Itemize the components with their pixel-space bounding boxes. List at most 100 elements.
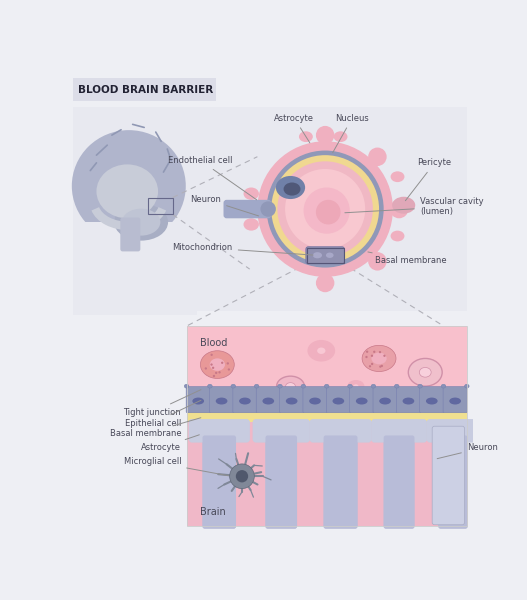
Ellipse shape — [72, 130, 186, 242]
Circle shape — [257, 141, 393, 277]
Bar — [187, 412, 467, 422]
FancyBboxPatch shape — [280, 386, 304, 413]
Ellipse shape — [96, 164, 158, 218]
Text: Blood: Blood — [200, 338, 228, 349]
Ellipse shape — [325, 384, 329, 388]
Circle shape — [371, 355, 373, 357]
Circle shape — [267, 151, 384, 268]
FancyBboxPatch shape — [372, 419, 427, 442]
Text: Epithelial cell: Epithelial cell — [125, 400, 201, 428]
Text: Basal membrane: Basal membrane — [110, 418, 201, 439]
FancyBboxPatch shape — [306, 247, 344, 264]
Circle shape — [210, 353, 213, 356]
FancyBboxPatch shape — [223, 200, 271, 218]
Ellipse shape — [208, 384, 212, 388]
Text: Brain: Brain — [200, 507, 226, 517]
Ellipse shape — [122, 209, 160, 236]
FancyBboxPatch shape — [396, 386, 421, 413]
Circle shape — [316, 126, 335, 145]
Ellipse shape — [210, 358, 225, 371]
Circle shape — [383, 355, 386, 357]
Ellipse shape — [371, 384, 376, 388]
Ellipse shape — [301, 384, 306, 388]
Ellipse shape — [347, 380, 364, 392]
Ellipse shape — [286, 383, 295, 389]
Bar — [187, 412, 467, 526]
Circle shape — [368, 148, 387, 166]
Circle shape — [236, 470, 248, 482]
Ellipse shape — [284, 182, 300, 196]
Circle shape — [390, 200, 408, 218]
Ellipse shape — [362, 346, 396, 371]
Text: Tight junction: Tight junction — [123, 389, 201, 417]
Ellipse shape — [262, 398, 274, 404]
FancyBboxPatch shape — [120, 218, 140, 251]
Ellipse shape — [450, 398, 461, 404]
FancyBboxPatch shape — [438, 436, 467, 529]
FancyBboxPatch shape — [310, 419, 372, 442]
FancyBboxPatch shape — [266, 436, 297, 529]
Text: Endothelial cell: Endothelial cell — [168, 156, 257, 200]
Bar — [148, 197, 173, 214]
FancyBboxPatch shape — [372, 419, 427, 442]
Circle shape — [212, 367, 214, 369]
Ellipse shape — [356, 398, 367, 404]
FancyBboxPatch shape — [324, 436, 357, 529]
FancyBboxPatch shape — [266, 436, 297, 529]
Circle shape — [366, 350, 368, 353]
FancyBboxPatch shape — [326, 386, 350, 413]
Circle shape — [215, 372, 217, 374]
Circle shape — [227, 362, 229, 365]
Ellipse shape — [348, 384, 353, 388]
Circle shape — [228, 368, 230, 371]
Ellipse shape — [317, 347, 326, 354]
Ellipse shape — [276, 176, 305, 199]
Ellipse shape — [464, 384, 469, 388]
FancyBboxPatch shape — [189, 419, 250, 442]
Circle shape — [210, 364, 213, 366]
Ellipse shape — [309, 398, 321, 404]
Ellipse shape — [231, 384, 236, 388]
Bar — [307, 248, 344, 263]
Ellipse shape — [403, 398, 414, 404]
Text: Astrocyte: Astrocyte — [141, 435, 199, 452]
Circle shape — [379, 365, 382, 368]
Ellipse shape — [334, 131, 347, 142]
Ellipse shape — [426, 398, 437, 404]
Circle shape — [371, 363, 373, 365]
Circle shape — [221, 362, 223, 364]
Ellipse shape — [394, 384, 399, 388]
Ellipse shape — [216, 398, 228, 404]
FancyBboxPatch shape — [427, 419, 479, 442]
FancyBboxPatch shape — [210, 386, 233, 413]
Ellipse shape — [243, 187, 259, 200]
Circle shape — [316, 274, 335, 292]
Ellipse shape — [392, 197, 415, 214]
Ellipse shape — [354, 385, 358, 388]
Ellipse shape — [419, 367, 431, 377]
Circle shape — [316, 200, 340, 224]
Bar — [187, 326, 467, 412]
Circle shape — [260, 202, 276, 217]
Text: Pericyte: Pericyte — [405, 158, 452, 201]
FancyBboxPatch shape — [303, 386, 327, 413]
Bar — [73, 78, 216, 101]
Ellipse shape — [184, 384, 189, 388]
Text: Astrocyte: Astrocyte — [275, 113, 314, 143]
Circle shape — [365, 356, 368, 358]
Ellipse shape — [326, 253, 334, 258]
Ellipse shape — [286, 398, 297, 404]
Circle shape — [380, 365, 383, 367]
Ellipse shape — [243, 218, 259, 230]
Bar — [73, 107, 467, 311]
FancyBboxPatch shape — [186, 386, 210, 413]
FancyBboxPatch shape — [233, 386, 257, 413]
Ellipse shape — [299, 131, 313, 142]
FancyBboxPatch shape — [373, 386, 397, 413]
Circle shape — [271, 155, 379, 263]
Circle shape — [218, 371, 221, 373]
Circle shape — [285, 169, 365, 249]
FancyBboxPatch shape — [443, 386, 467, 413]
Ellipse shape — [192, 398, 204, 404]
Circle shape — [369, 365, 371, 367]
